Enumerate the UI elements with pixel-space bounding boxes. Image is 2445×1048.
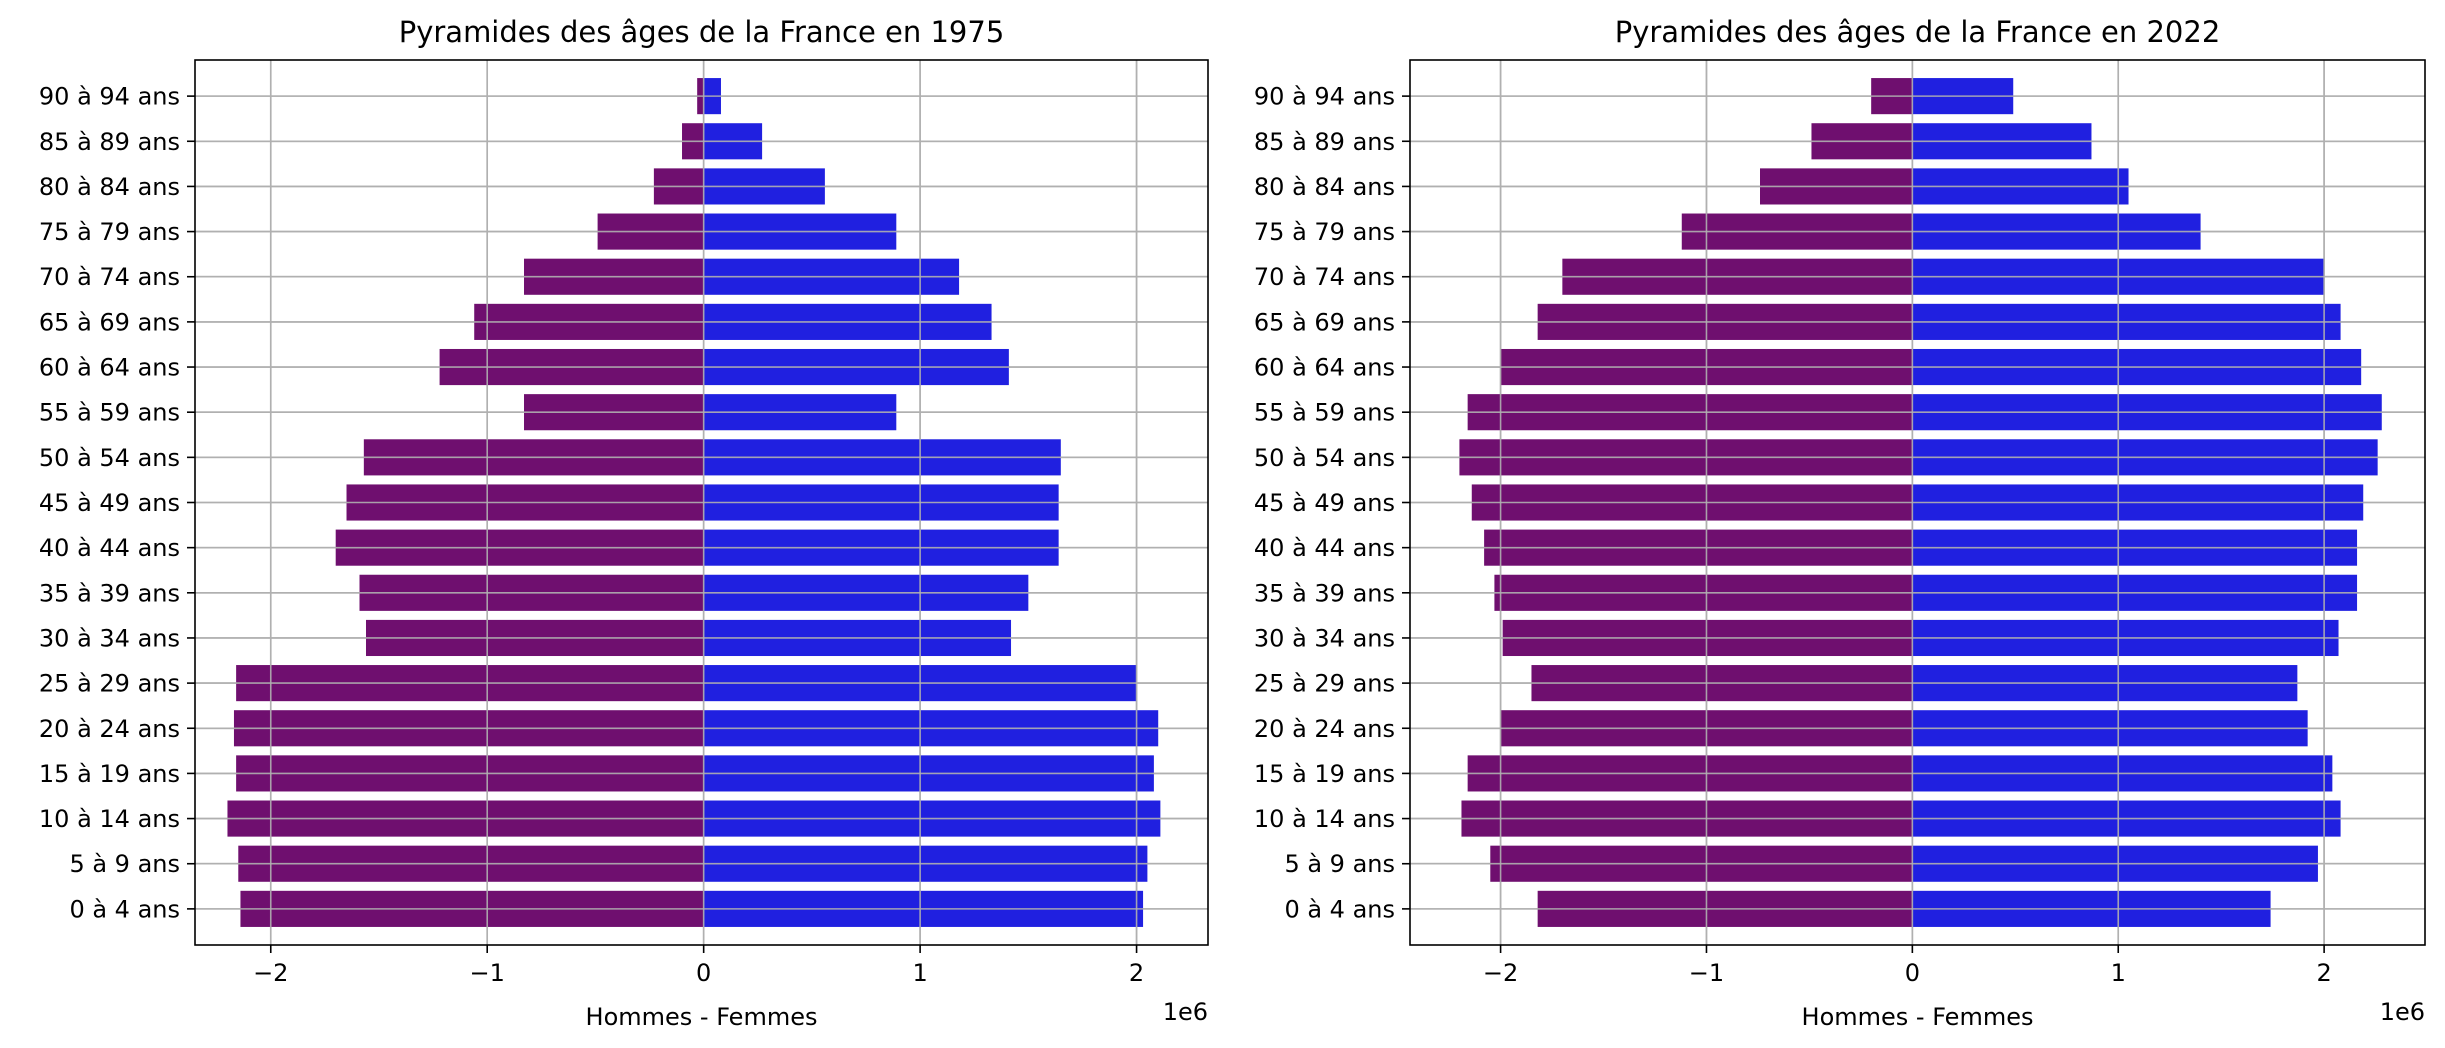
y-tick-label: 90 à 94 ans xyxy=(1254,83,1395,111)
x-tick-label: 2 xyxy=(1129,959,1144,987)
y-tick-label: 90 à 94 ans xyxy=(39,83,180,111)
x-tick-label: 1 xyxy=(912,959,927,987)
y-tick-label: 40 à 44 ans xyxy=(39,534,180,562)
y-tick-label: 15 à 19 ans xyxy=(39,760,180,788)
y-tick-label: 0 à 4 ans xyxy=(69,895,180,923)
x-tick-label: 0 xyxy=(696,959,711,987)
x-offset-text: 1e6 xyxy=(1163,998,1208,1026)
y-tick-label: 75 à 79 ans xyxy=(39,218,180,246)
y-tick-label: 45 à 49 ans xyxy=(39,489,180,517)
y-tick-label: 80 à 84 ans xyxy=(1254,173,1395,201)
chart-title: Pyramides des âges de la France en 1975 xyxy=(399,15,1005,49)
x-tick-label: −2 xyxy=(1483,959,1518,987)
y-tick-label: 45 à 49 ans xyxy=(1254,489,1395,517)
y-tick-label: 75 à 79 ans xyxy=(1254,218,1395,246)
y-tick-label: 65 à 69 ans xyxy=(1254,308,1395,336)
y-tick-label: 80 à 84 ans xyxy=(39,173,180,201)
y-tick-label: 10 à 14 ans xyxy=(1254,805,1395,833)
y-tick-label: 25 à 29 ans xyxy=(39,670,180,698)
chart-panel-1: −2 −1 0 1 2 0 à 4 ans 5 à 9 ans 10 à 14 ans 15 à… xyxy=(1254,15,2426,1031)
x-tick-label: −1 xyxy=(470,959,505,987)
y-tick-label: 70 à 74 ans xyxy=(1254,263,1395,291)
y-tick-label: 55 à 59 ans xyxy=(39,399,180,427)
y-tick-label: 50 à 54 ans xyxy=(39,444,180,472)
y-tick-label: 60 à 64 ans xyxy=(1254,354,1395,382)
y-tick-label: 25 à 29 ans xyxy=(1254,670,1395,698)
y-tick-label: 20 à 24 ans xyxy=(1254,715,1395,743)
y-tick-label: 70 à 74 ans xyxy=(39,263,180,291)
x-tick-label: 0 xyxy=(1905,959,1920,987)
chart-title: Pyramides des âges de la France en 2022 xyxy=(1615,15,2221,49)
y-tick-label: 0 à 4 ans xyxy=(1284,895,1395,923)
y-tick-label: 85 à 89 ans xyxy=(1254,128,1395,156)
x-tick-label: −1 xyxy=(1689,959,1724,987)
y-tick-label: 35 à 39 ans xyxy=(39,579,180,607)
y-tick-label: 35 à 39 ans xyxy=(1254,579,1395,607)
y-tick-label: 60 à 64 ans xyxy=(39,354,180,382)
chart-panel-0: −2 −1 0 1 2 0 à 4 ans 5 à 9 ans 10 à 14 ans 15 à… xyxy=(39,15,1209,1031)
y-tick-label: 5 à 9 ans xyxy=(69,850,180,878)
y-tick-label: 10 à 14 ans xyxy=(39,805,180,833)
y-tick-label: 20 à 24 ans xyxy=(39,715,180,743)
x-tick-label: 2 xyxy=(2316,959,2331,987)
y-tick-label: 15 à 19 ans xyxy=(1254,760,1395,788)
y-tick-label: 30 à 34 ans xyxy=(1254,624,1395,652)
y-tick-label: 50 à 54 ans xyxy=(1254,444,1395,472)
y-tick-label: 55 à 59 ans xyxy=(1254,399,1395,427)
y-tick-label: 85 à 89 ans xyxy=(39,128,180,156)
x-tick-label: 1 xyxy=(2111,959,2126,987)
y-tick-label: 30 à 34 ans xyxy=(39,624,180,652)
x-axis-label: Hommes - Femmes xyxy=(586,1003,818,1031)
y-tick-label: 5 à 9 ans xyxy=(1284,850,1395,878)
x-tick-label: −2 xyxy=(253,959,288,987)
x-axis-label: Hommes - Femmes xyxy=(1802,1003,2034,1031)
y-tick-label: 40 à 44 ans xyxy=(1254,534,1395,562)
y-tick-label: 65 à 69 ans xyxy=(39,308,180,336)
x-offset-text: 1e6 xyxy=(2380,998,2425,1026)
